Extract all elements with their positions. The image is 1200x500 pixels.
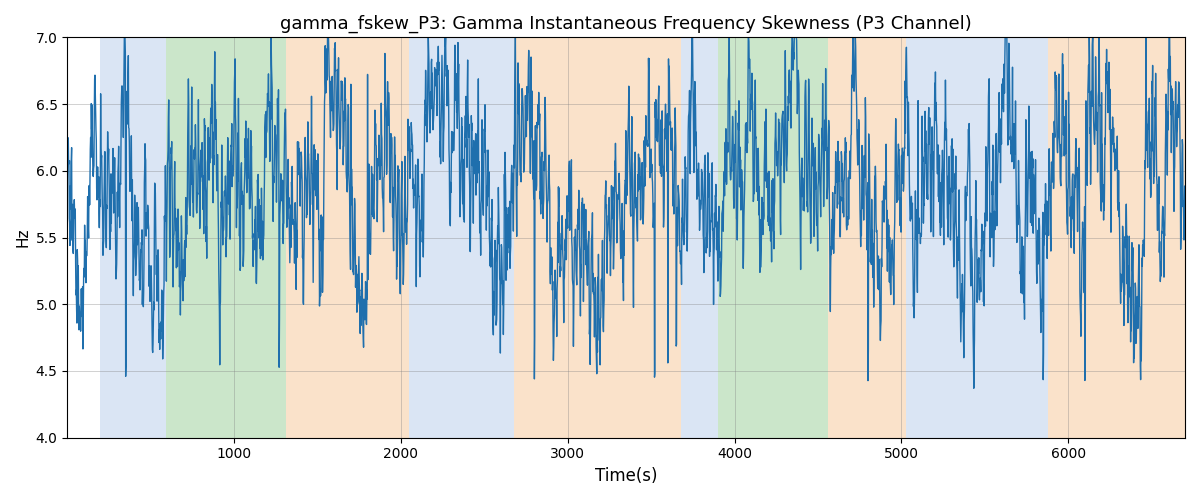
Bar: [409, 38, 515, 438]
Title: gamma_fskew_P3: Gamma Instantaneous Frequency Skewness (P3 Channel): gamma_fskew_P3: Gamma Instantaneous Freq…: [281, 15, 972, 34]
Y-axis label: Hz: Hz: [16, 228, 30, 248]
Bar: [166, 38, 286, 438]
Bar: [682, 38, 718, 438]
X-axis label: Time(s): Time(s): [595, 467, 658, 485]
Bar: [828, 38, 906, 438]
Bar: [286, 38, 409, 438]
Bar: [718, 38, 828, 438]
Bar: [906, 38, 1049, 438]
Bar: [515, 38, 682, 438]
Bar: [1049, 38, 1186, 438]
Bar: [100, 38, 166, 438]
